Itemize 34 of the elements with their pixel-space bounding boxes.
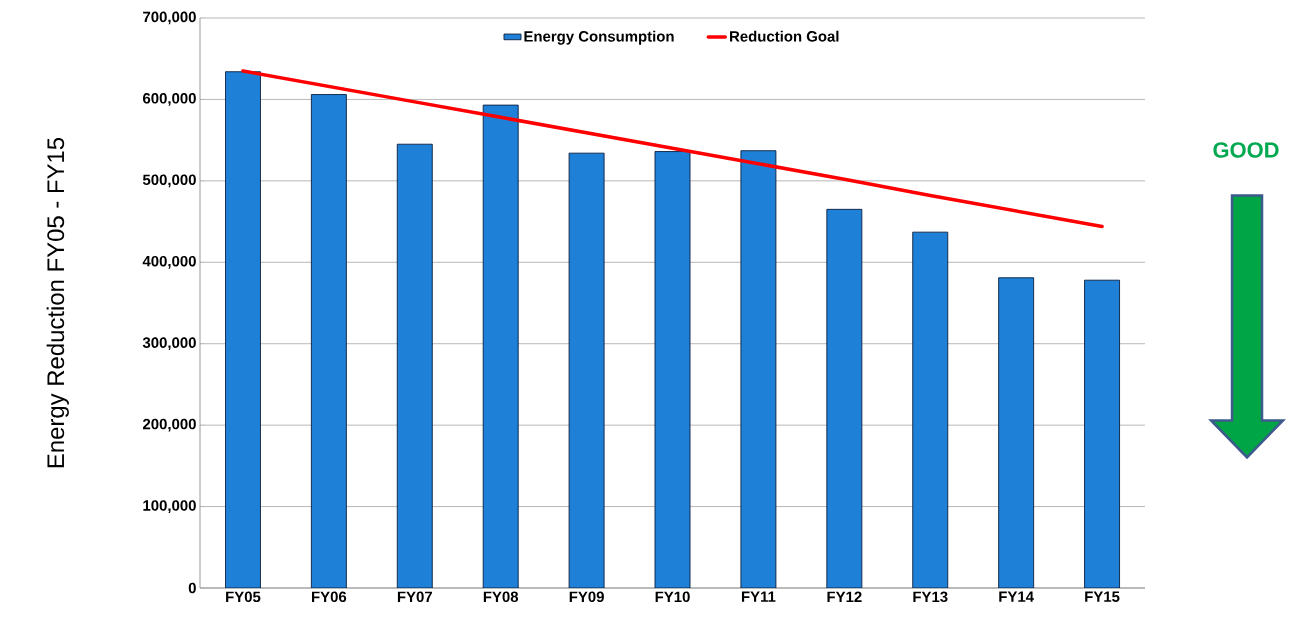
x-tick-label: FY14 <box>999 591 1034 602</box>
bar <box>225 71 261 588</box>
y-tick-label: 200,000 <box>142 418 196 432</box>
x-tick-label: FY05 <box>226 591 261 603</box>
x-tick-label: FY08 <box>483 591 519 603</box>
x-tick-label: FY11 <box>741 591 776 602</box>
x-tick-label: FY07 <box>397 591 432 603</box>
x-tick-label: FY12 <box>827 591 862 602</box>
y-tick-label: 500,000 <box>142 174 196 188</box>
bar <box>912 231 949 588</box>
bar <box>396 143 433 588</box>
bar <box>1084 279 1121 588</box>
text: GOOD <box>1213 142 1279 158</box>
bar <box>654 151 691 588</box>
legend-label: Energy Consumption <box>524 30 674 45</box>
y-axis-title: Energy Reduction FY05 - FY15 <box>46 137 69 468</box>
x-tick-label: FY06 <box>312 591 347 603</box>
bar <box>310 94 347 588</box>
y-tick-label: 700,000 <box>143 11 196 25</box>
bar <box>826 208 863 588</box>
bar <box>998 277 1035 588</box>
x-tick-label: FY10 <box>655 591 690 603</box>
x-tick-label: FY13 <box>913 591 948 603</box>
y-tick-label: 600,000 <box>143 93 196 106</box>
y-tick-label: 400,000 <box>142 255 196 269</box>
y-tick-label: 300,000 <box>142 337 196 351</box>
bar <box>568 152 605 588</box>
bar <box>740 150 777 588</box>
x-tick-label: FY15 <box>1085 591 1120 602</box>
y-tick-label: 0 <box>188 582 196 594</box>
y-tick-label: 100,000 <box>143 500 196 513</box>
bar <box>482 104 519 588</box>
x-tick-label: FY09 <box>569 591 604 603</box>
legend-label: Reduction Goal <box>730 30 839 42</box>
